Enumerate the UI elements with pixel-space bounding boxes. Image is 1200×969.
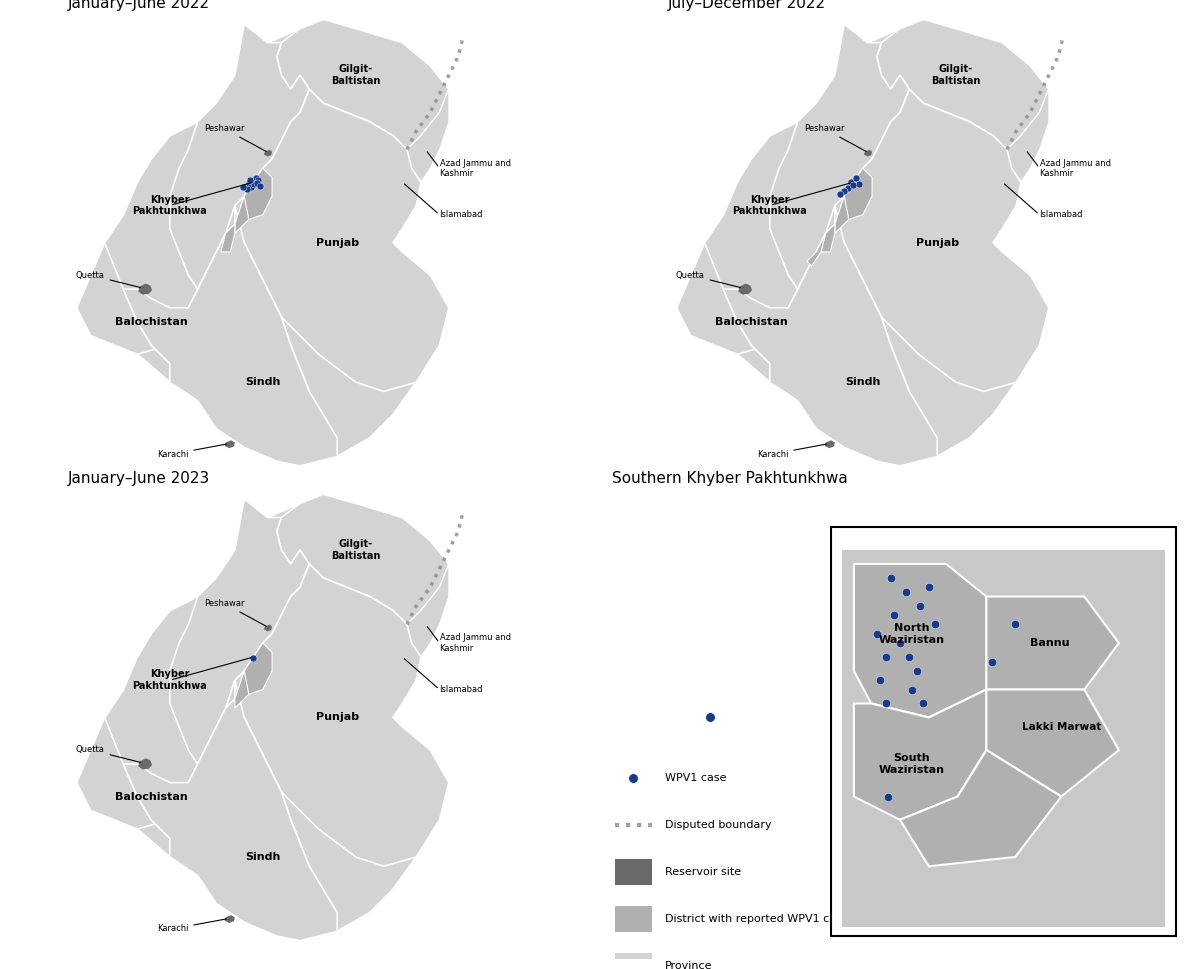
Text: Southern Khyber Pakhtunkhwa: Southern Khyber Pakhtunkhwa xyxy=(612,471,847,486)
Text: Balochistan: Balochistan xyxy=(115,792,187,801)
Text: Khyber
Pakhtunkhwa: Khyber Pakhtunkhwa xyxy=(132,670,208,691)
Text: Punjab: Punjab xyxy=(916,237,959,248)
Text: North
Waziristan: North Waziristan xyxy=(878,623,944,644)
Polygon shape xyxy=(854,690,986,820)
Polygon shape xyxy=(124,205,337,466)
Polygon shape xyxy=(124,680,337,941)
Polygon shape xyxy=(824,440,835,449)
Text: District with reported WPV1 case: District with reported WPV1 case xyxy=(665,914,848,923)
Text: Peshawar: Peshawar xyxy=(804,124,866,151)
Polygon shape xyxy=(224,915,235,923)
Polygon shape xyxy=(235,196,248,234)
Polygon shape xyxy=(221,224,235,252)
Text: Sindh: Sindh xyxy=(845,377,881,388)
Polygon shape xyxy=(240,643,272,694)
Text: Azad Jammu and
Kashmir: Azad Jammu and Kashmir xyxy=(439,634,510,653)
Polygon shape xyxy=(264,624,272,632)
Text: Karachi: Karachi xyxy=(157,919,227,933)
Text: Lakki Marwat: Lakki Marwat xyxy=(1021,722,1100,732)
Text: Disputed boundary: Disputed boundary xyxy=(665,820,772,830)
Polygon shape xyxy=(1007,89,1049,182)
Text: Balochistan: Balochistan xyxy=(715,317,787,327)
Polygon shape xyxy=(169,499,310,764)
Text: Islamabad: Islamabad xyxy=(439,210,484,219)
Polygon shape xyxy=(77,19,449,466)
Text: Azad Jammu and
Kashmir: Azad Jammu and Kashmir xyxy=(1039,159,1110,178)
FancyBboxPatch shape xyxy=(830,527,1176,936)
Polygon shape xyxy=(677,19,1049,466)
FancyBboxPatch shape xyxy=(614,953,652,969)
Text: Khyber
Pakhtunkhwa: Khyber Pakhtunkhwa xyxy=(132,195,208,216)
Polygon shape xyxy=(235,564,449,866)
Polygon shape xyxy=(835,196,848,234)
Text: Sindh: Sindh xyxy=(245,852,281,862)
Polygon shape xyxy=(821,224,835,252)
Polygon shape xyxy=(986,597,1118,690)
Text: Gilgit-
Baltistan: Gilgit- Baltistan xyxy=(931,64,980,86)
Polygon shape xyxy=(277,19,449,149)
Polygon shape xyxy=(235,89,449,391)
Text: Quetta: Quetta xyxy=(676,270,740,288)
Text: Peshawar: Peshawar xyxy=(204,599,266,626)
Polygon shape xyxy=(77,494,449,941)
Polygon shape xyxy=(224,440,235,449)
Polygon shape xyxy=(854,564,986,717)
Text: January–June 2023: January–June 2023 xyxy=(67,471,210,486)
Text: Balochistan: Balochistan xyxy=(115,317,187,327)
Polygon shape xyxy=(900,750,1061,866)
Polygon shape xyxy=(169,24,310,289)
Polygon shape xyxy=(835,89,1049,391)
Text: Punjab: Punjab xyxy=(316,237,359,248)
Text: Bannu: Bannu xyxy=(1030,638,1069,648)
Text: January–June 2022: January–June 2022 xyxy=(67,0,210,12)
Text: Province: Province xyxy=(665,960,713,969)
Polygon shape xyxy=(138,284,152,295)
Text: Quetta: Quetta xyxy=(76,745,140,763)
Text: Khyber
Pakhtunkhwa: Khyber Pakhtunkhwa xyxy=(732,195,808,216)
Polygon shape xyxy=(240,169,272,219)
Polygon shape xyxy=(277,494,449,624)
FancyBboxPatch shape xyxy=(614,906,652,931)
FancyBboxPatch shape xyxy=(614,860,652,885)
Text: Punjab: Punjab xyxy=(316,712,359,723)
Text: Quetta: Quetta xyxy=(76,270,140,288)
Text: Islamabad: Islamabad xyxy=(1039,210,1084,219)
Polygon shape xyxy=(842,550,1165,926)
Polygon shape xyxy=(77,680,337,941)
Text: Peshawar: Peshawar xyxy=(204,124,266,151)
Text: Islamabad: Islamabad xyxy=(439,685,484,694)
Polygon shape xyxy=(235,671,248,708)
Polygon shape xyxy=(77,205,337,466)
Polygon shape xyxy=(407,89,449,182)
Text: Sindh: Sindh xyxy=(245,377,281,388)
Polygon shape xyxy=(677,205,937,466)
Text: Karachi: Karachi xyxy=(757,444,827,458)
Text: Karachi: Karachi xyxy=(157,444,227,458)
Polygon shape xyxy=(738,284,752,295)
Polygon shape xyxy=(877,19,1049,149)
Text: Reservoir site: Reservoir site xyxy=(665,867,740,877)
Polygon shape xyxy=(769,24,910,289)
Polygon shape xyxy=(407,564,449,657)
Text: Gilgit-
Baltistan: Gilgit- Baltistan xyxy=(331,64,380,86)
Polygon shape xyxy=(724,205,937,466)
Polygon shape xyxy=(986,690,1118,797)
Polygon shape xyxy=(264,149,272,157)
Text: South
Waziristan: South Waziristan xyxy=(878,753,944,775)
Text: July–December 2022: July–December 2022 xyxy=(667,0,826,12)
Polygon shape xyxy=(806,234,826,266)
Text: WPV1 case: WPV1 case xyxy=(665,773,726,783)
Text: Gilgit-
Baltistan: Gilgit- Baltistan xyxy=(331,539,380,561)
Polygon shape xyxy=(840,169,872,219)
Polygon shape xyxy=(138,759,152,769)
Polygon shape xyxy=(864,149,872,157)
Text: Azad Jammu and
Kashmir: Azad Jammu and Kashmir xyxy=(439,159,510,178)
